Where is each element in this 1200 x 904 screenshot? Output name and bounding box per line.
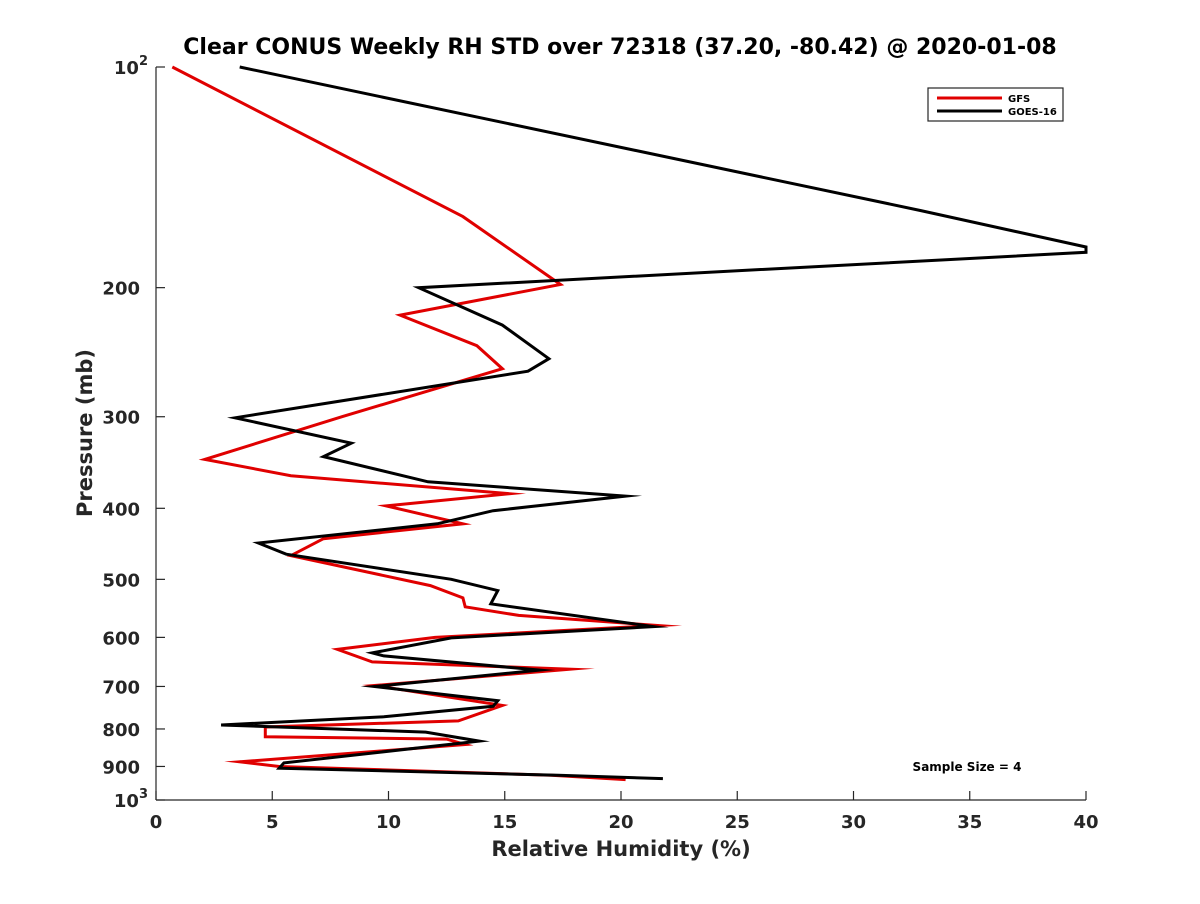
y-tick-label: 200 [102,279,140,300]
y-tick-label: 102 [114,54,148,79]
y-axis-label: Pressure (mb) [73,349,97,517]
x-tick-label: 15 [492,812,517,833]
x-tick-label: 35 [957,812,982,833]
y-tick-label: 500 [102,570,140,591]
y-tick-label: 103 [114,787,148,812]
x-tick-label: 20 [608,812,633,833]
legend-box [927,87,1064,122]
legend-label: GFS [1008,94,1030,105]
y-tick-label: 400 [102,499,140,520]
series-line-goes-16 [221,65,1088,781]
x-tick-label: 10 [376,812,401,833]
x-axis-label: Relative Humidity (%) [491,837,750,861]
legend: GFS GOES-16 [927,87,1064,122]
x-tick-label: 5 [266,812,279,833]
series-line-gfs [171,65,683,782]
y-tick-label: 800 [102,720,140,741]
legend-items: GFS GOES-16 [937,94,1057,118]
chart-title: Clear CONUS Weekly RH STD over 72318 (37… [183,35,1056,60]
y-tick-label: 300 [102,408,140,429]
x-axis-ticks: 0 5 10 15 20 25 30 35 40 [150,791,1099,833]
legend-label: GOES-16 [1008,107,1057,118]
x-tick-label: 40 [1073,812,1098,833]
sample-size-annotation: Sample Size = 4 [913,760,1022,774]
y-tick-label: 600 [102,628,140,649]
x-tick-label: 30 [841,812,866,833]
y-tick-label: 700 [102,677,140,698]
plot-area [155,65,1088,801]
plot-background [156,67,1086,800]
series-layer [171,65,1088,782]
y-tick-label: 900 [102,757,140,778]
x-tick-label: 0 [150,812,163,833]
y-axis-ticks: 102 200 300 400 500 600 700 800 900 103 [102,54,165,812]
x-tick-label: 25 [725,812,750,833]
